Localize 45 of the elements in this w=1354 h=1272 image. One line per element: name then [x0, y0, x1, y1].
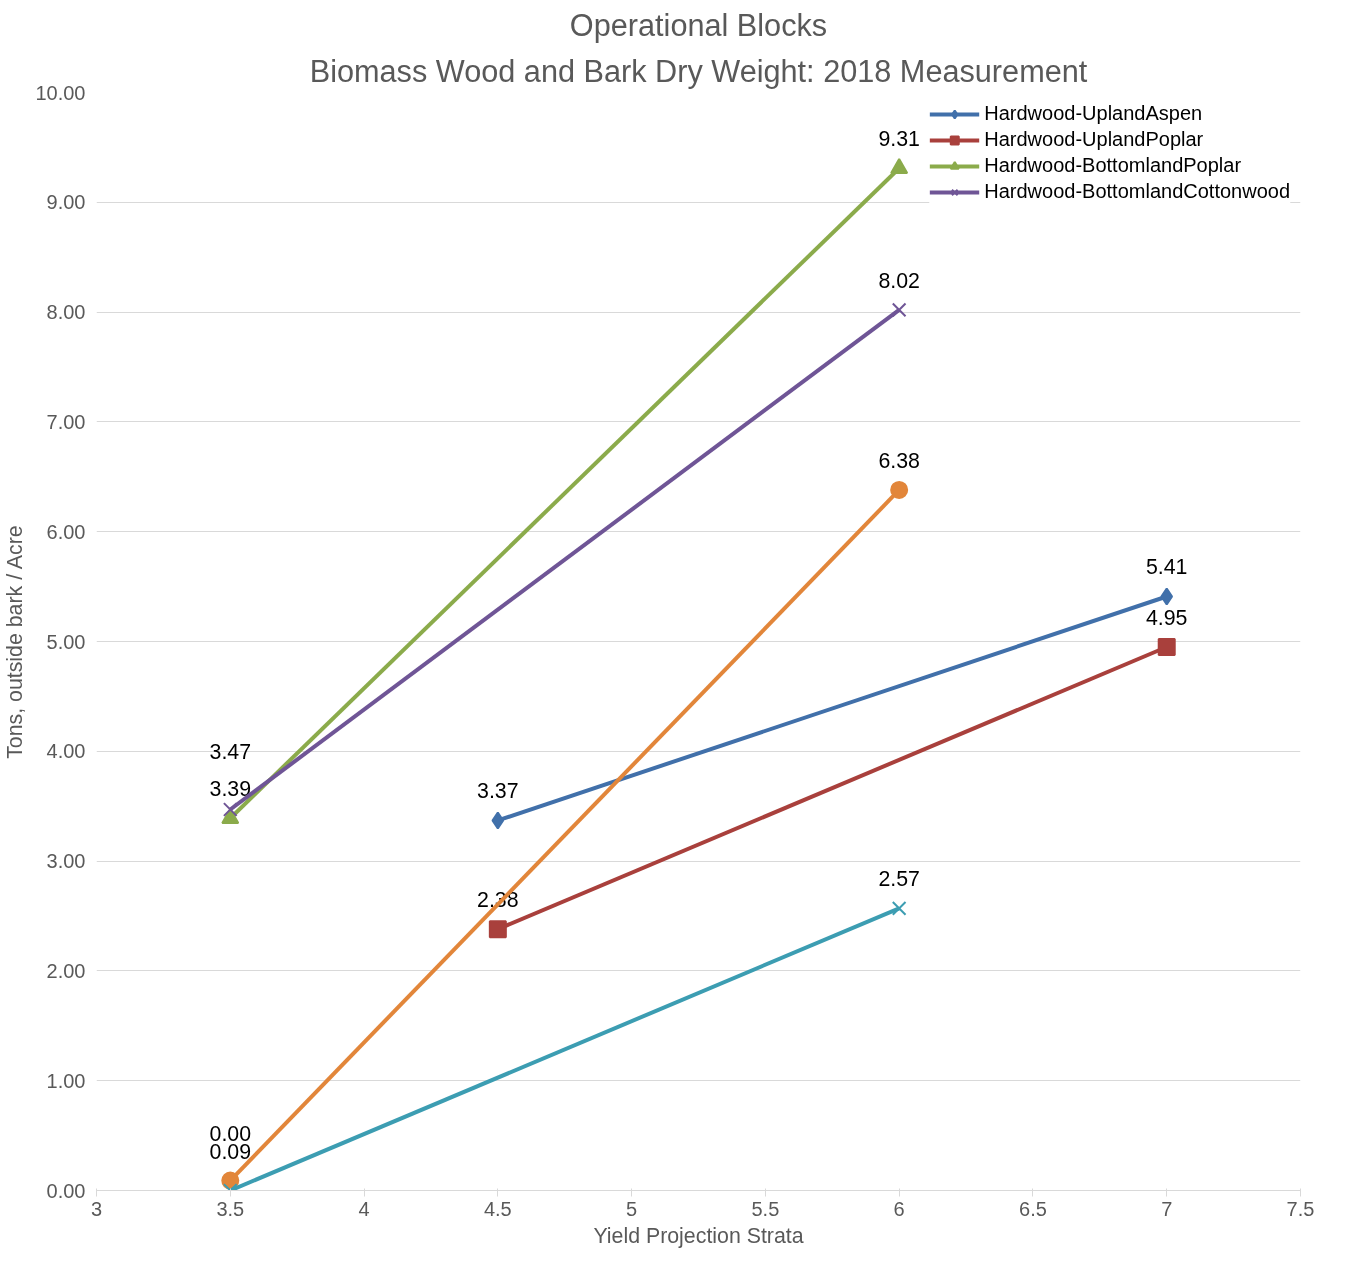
x-tick-label: 7.5	[1286, 1197, 1315, 1220]
y-tick-label: 10.00	[35, 81, 86, 104]
data-label: 9.31	[878, 127, 920, 152]
data-label: 3.39	[209, 777, 252, 802]
x-tick-label: 5	[626, 1197, 638, 1220]
data-label: 5.41	[1145, 555, 1188, 580]
y-tick-label: 5.00	[46, 630, 86, 653]
point	[891, 900, 907, 916]
data-label: 4.95	[1145, 605, 1188, 630]
chart-subtitle: Biomass Wood and Bark Dry Weight: 2018 Measurement	[309, 53, 1088, 89]
legend-label: Hardwood-BottomlandPoplar	[984, 154, 1242, 177]
point	[1160, 587, 1174, 606]
x-tick-label: 7	[1161, 1197, 1173, 1220]
y-tick-label: 4.00	[46, 740, 86, 763]
y-axis-title: Tons, outside bark / Acre	[3, 525, 28, 759]
x-tick-label: 4	[358, 1197, 370, 1220]
data-label: 8.02	[878, 268, 920, 293]
point	[1157, 637, 1176, 656]
legend-label: Hardwood-UplandAspen	[984, 102, 1203, 125]
data-label: 2.57	[878, 867, 920, 892]
y-tick-label: 2.00	[46, 959, 86, 982]
x-tick-label: 4.5	[483, 1197, 512, 1220]
data-label: 3.47	[209, 740, 252, 765]
y-tick-label: 8.00	[46, 301, 86, 324]
x-tick-label: 6	[893, 1197, 905, 1220]
point	[890, 480, 909, 499]
y-tick-label: 6.00	[46, 520, 86, 543]
point	[491, 811, 505, 830]
chart-title: Operational Blocks	[569, 7, 828, 43]
point	[891, 302, 907, 318]
legend-label: Hardwood-BottomlandCottonwood	[984, 180, 1290, 203]
y-tick-label: 3.00	[46, 850, 86, 873]
data-label: 6.38	[878, 448, 920, 473]
point	[488, 920, 507, 939]
legend-label: Hardwood-UplandPoplar	[984, 128, 1204, 151]
x-tick-label: 3.5	[216, 1197, 245, 1220]
data-label: 3.37	[477, 779, 519, 804]
x-axis-title: Yield Projection Strata	[593, 1223, 804, 1248]
x-tick-label: 6.5	[1019, 1197, 1047, 1220]
y-tick-label: 0.00	[46, 1179, 86, 1202]
y-tick-label: 7.00	[46, 410, 86, 433]
x-tick-label: 5.5	[751, 1197, 780, 1220]
y-tick-label: 1.00	[46, 1069, 86, 1092]
x-tick-label: 3	[90, 1197, 103, 1220]
y-tick-label: 9.00	[46, 191, 86, 214]
